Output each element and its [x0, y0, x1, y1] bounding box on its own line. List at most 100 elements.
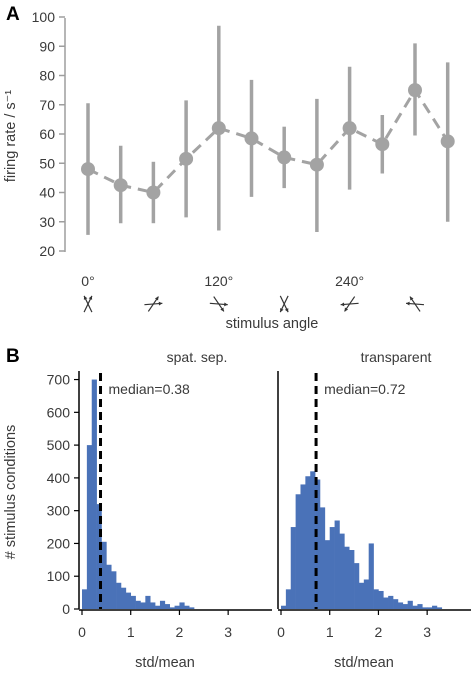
histogram-bar	[145, 595, 151, 609]
histogram-bar	[125, 592, 132, 609]
stimulus-icon-arrowhead	[83, 295, 88, 300]
panel-a-data-point	[375, 137, 390, 152]
panel-a-data-point	[113, 178, 128, 193]
panel-a-data-point	[146, 185, 161, 200]
histogram-bar	[155, 605, 161, 609]
panel-a-y-tick-label: 60	[39, 126, 55, 142]
histogram-bar	[164, 604, 170, 609]
histogram-x-tick-label: 1	[326, 624, 334, 640]
histogram-bar	[111, 571, 117, 609]
histogram-y-tick-label: 0	[62, 601, 70, 617]
histogram-bar	[319, 507, 326, 609]
histogram-bar	[432, 605, 438, 609]
histogram-bar	[388, 595, 394, 609]
histogram-y-tick-label: 200	[47, 535, 71, 551]
histogram-bar	[91, 379, 97, 609]
histogram-bar	[339, 533, 345, 609]
panel-b-y-axis-label: # stimulus conditions	[3, 425, 19, 560]
histogram-bar	[189, 607, 195, 609]
histogram-bar	[86, 445, 93, 609]
stimulus-icon-arrowhead	[220, 307, 224, 312]
histogram-y-tick-label: 300	[47, 503, 71, 519]
stimulus-icon-arrowhead	[409, 296, 414, 301]
histogram-bar	[397, 602, 404, 609]
histogram-bar	[402, 604, 408, 609]
panel-a: A firing rate / s⁻¹ 2030405060708090100 …	[3, 4, 455, 332]
stimulus-icon-arrowhead	[158, 301, 163, 306]
histogram-x-axis-label: std/mean	[334, 655, 394, 671]
histogram-x-axis-label: std/mean	[135, 655, 195, 671]
histogram-bar	[135, 600, 141, 609]
panel-a-y-tick-label: 100	[32, 9, 56, 25]
panel-b-label: B	[6, 346, 20, 367]
median-label: median=0.38	[109, 381, 191, 397]
histogram-bar	[412, 605, 418, 609]
panel-a-data-point	[408, 83, 422, 98]
histogram-bar	[417, 604, 423, 609]
panel-a-y-tick-label: 70	[39, 97, 55, 113]
histogram-bar	[300, 484, 306, 609]
histogram-bar	[354, 563, 360, 609]
histogram-bar	[130, 595, 136, 609]
histogram-bar	[393, 599, 399, 609]
stimulus-icon	[279, 295, 289, 313]
histogram-bar	[174, 605, 180, 609]
panel-a-data-point	[440, 134, 455, 149]
histogram-bar	[285, 589, 292, 609]
histogram-bar	[290, 527, 296, 609]
histogram-bar	[281, 605, 287, 609]
panel-a-data-point	[309, 157, 324, 172]
histogram-bar	[363, 579, 369, 609]
panel-a-x-axis-label: stimulus angle	[226, 316, 319, 332]
stimulus-direction-icons	[83, 295, 425, 313]
stimulus-icon-arrowhead	[88, 295, 93, 300]
histogram-x-tick-label: 1	[127, 624, 135, 640]
histogram-bar	[315, 479, 321, 609]
histogram-y-tick-label: 100	[47, 568, 71, 584]
stimulus-icon	[340, 296, 359, 312]
histogram-bar	[305, 476, 311, 609]
stimulus-icon-arrowhead	[406, 301, 410, 306]
histogram-bar	[116, 582, 122, 609]
histogram-bar	[150, 602, 156, 609]
histogram-bar	[82, 589, 88, 609]
panel-a-y-tick-label: 30	[39, 214, 55, 230]
histogram-bar	[184, 605, 190, 609]
histogram-bar	[358, 582, 365, 609]
histogram-bar	[179, 602, 185, 609]
stimulus-icon-arrowhead	[340, 302, 345, 307]
panel-a-y-tick-label: 20	[39, 243, 55, 259]
panel-a-data-point	[277, 150, 292, 165]
histogram-bar	[329, 527, 335, 609]
stimulus-icon-arrowhead	[284, 308, 289, 313]
histogram-bar	[349, 550, 355, 609]
panel-a-x-tick-label: 0°	[81, 273, 94, 289]
histogram-bar	[436, 607, 443, 609]
histogram-x-tick-label: 3	[423, 624, 431, 640]
histogram-bar	[344, 546, 350, 609]
histogram-bar	[427, 607, 433, 609]
histogram-bar	[422, 607, 428, 609]
stimulus-icon	[83, 295, 93, 313]
stimulus-icon-arrowhead	[154, 296, 159, 301]
panel-a-data-point	[81, 162, 95, 177]
histogram-bar	[378, 590, 384, 609]
histogram-bar	[310, 471, 316, 609]
histogram-x-tick-label: 0	[78, 624, 86, 640]
histogram-x-tick-label: 0	[277, 624, 285, 640]
histogram-title: spat. sep.	[167, 349, 228, 365]
panel-a-data-point	[244, 131, 259, 146]
histogram-bar	[120, 587, 127, 609]
panel-a-y-tick-label: 40	[39, 185, 55, 201]
panel-a-data-point	[342, 121, 357, 136]
histogram-bar	[368, 543, 374, 609]
histogram-y-tick-label: 700	[47, 372, 71, 388]
panel-a-label: A	[6, 4, 20, 25]
panel-a-x-tick-label: 120°	[204, 273, 233, 289]
median-label: median=0.72	[324, 381, 406, 397]
panel-a-y-tick-label: 90	[39, 38, 55, 54]
histogram-bar	[334, 520, 340, 609]
histogram-x-tick-label: 2	[375, 624, 383, 640]
histogram-bar	[140, 602, 146, 609]
stimulus-icon	[405, 296, 425, 312]
